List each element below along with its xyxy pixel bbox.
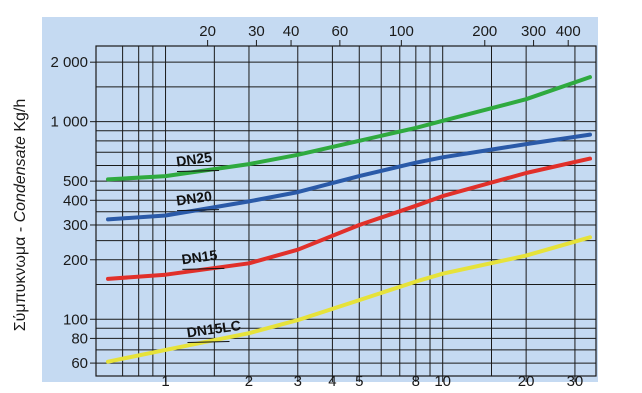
plot-frame <box>42 17 598 382</box>
x-tick-label: 1 <box>161 373 169 390</box>
series-label-leader <box>187 340 230 343</box>
series-label-dn15: DN15 <box>181 247 219 268</box>
y-tick-label: 80 <box>71 330 88 347</box>
x-tick-label: 2 <box>245 373 253 390</box>
y-tick-label: 300 <box>63 217 88 234</box>
top-tick-label: 40 <box>283 23 300 40</box>
x-tick-label: 30 <box>567 373 584 390</box>
series-line-dn20 <box>106 132 592 222</box>
series-label-leader <box>182 267 225 270</box>
top-tick-label: 20 <box>199 23 216 40</box>
y-tick-label: 60 <box>71 355 88 372</box>
y-axis-label: Σύμπυκνωμα - Condensate Kg/h <box>12 99 29 331</box>
grid <box>95 45 597 377</box>
top-tick-label: 200 <box>472 23 497 40</box>
series-line-dn15 <box>106 156 592 281</box>
series-layer <box>106 75 592 364</box>
series-label-dn15lc: DN15LC <box>186 317 242 340</box>
top-tick-label: 30 <box>248 23 265 40</box>
x-tick-label: 20 <box>518 373 535 390</box>
series-label-dn20: DN20 <box>175 188 213 209</box>
series-line-dn25 <box>106 75 592 182</box>
y-axis-label-unit: Kg/h <box>12 99 29 136</box>
series-label-leader <box>177 209 220 212</box>
y-tick-label: 400 <box>63 192 88 209</box>
tick-labels: 1 2 3 4 5 8 10 20 30 20 30 40 60 100 200 300 400 60 80 100 2… <box>50 23 583 390</box>
y-tick-label: 500 <box>63 173 88 190</box>
plot-border <box>95 45 597 377</box>
x-tick-label: 8 <box>412 373 420 390</box>
x-tick-label: 10 <box>434 373 451 390</box>
x-tick-label: 3 <box>294 373 302 390</box>
x-tick-label: 4 <box>328 373 336 390</box>
top-tick-label: 100 <box>389 23 414 40</box>
series-label-leader <box>177 169 220 172</box>
top-tick-label: 60 <box>332 23 349 40</box>
y-tick-label: 2 000 <box>50 54 88 71</box>
y-axis-label-greek: Σύμπυκνωμα - <box>12 222 29 331</box>
x-tick-label: 5 <box>355 373 363 390</box>
y-axis-label-english: Condensate <box>12 136 29 222</box>
series-label-dn25: DN25 <box>175 149 213 170</box>
top-tick-label: 400 <box>556 23 581 40</box>
y-tick-label: 1 000 <box>50 114 88 131</box>
y-tick-label: 200 <box>63 252 88 269</box>
top-tick-label: 300 <box>521 23 546 40</box>
series-labels: DN25 DN20 DN15 DN15LC <box>175 149 242 343</box>
series-line-dn15lc <box>106 235 592 364</box>
y-tick-label: 100 <box>63 311 88 328</box>
